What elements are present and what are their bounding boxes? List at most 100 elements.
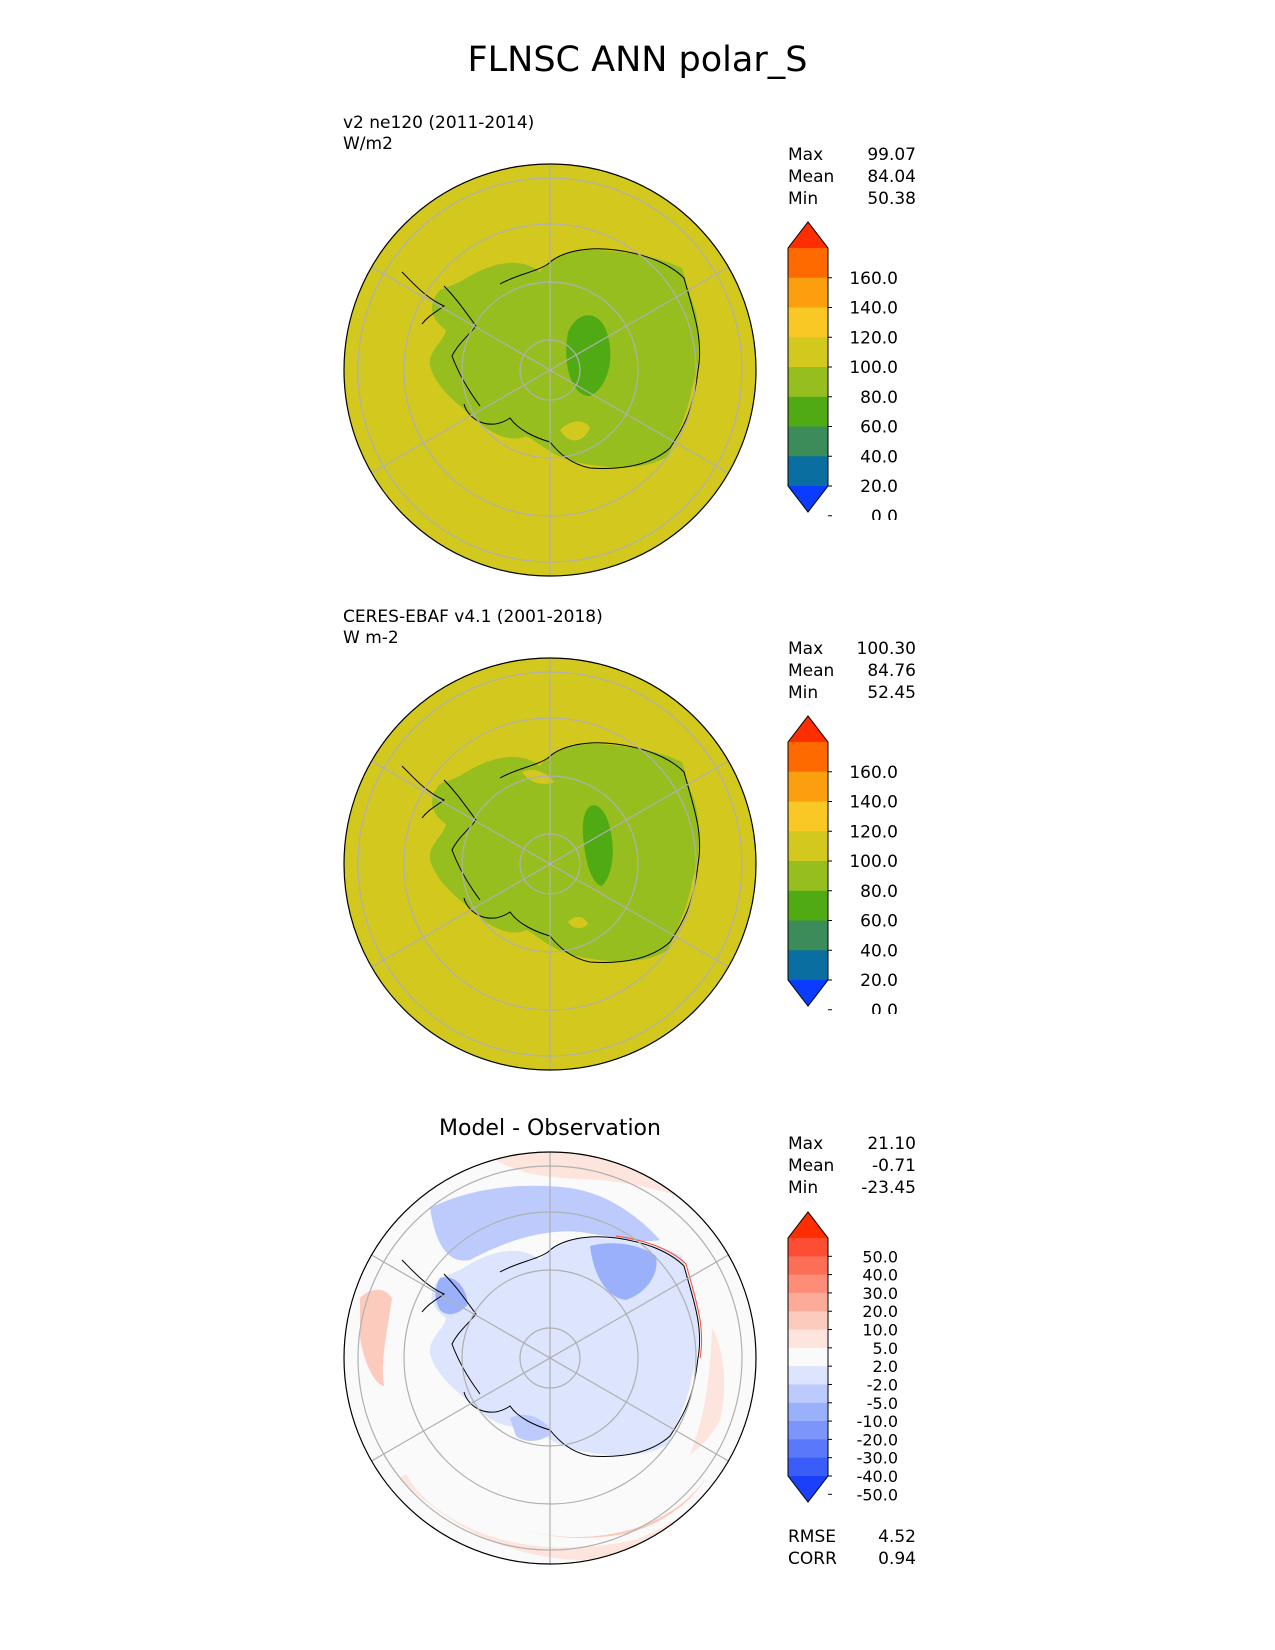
colorbar-tick-label: 60.0 xyxy=(860,912,898,932)
colorbar-tick-label: 80.0 xyxy=(860,882,898,902)
map-frame xyxy=(343,1151,757,1565)
colorbar-tick-label: -10.0 xyxy=(857,1412,898,1431)
panel-2-colorbar: 160.0 140.0 120.0 100.0 80.0 60.0 40.0 20.0 0.0 xyxy=(787,715,898,1014)
panel-1-label-line2: W/m2 xyxy=(343,134,393,154)
colorbar-tick-label: -20.0 xyxy=(857,1430,898,1449)
colorbar-tick-label: -40.0 xyxy=(857,1467,898,1486)
max-value: 21.10 xyxy=(867,1134,916,1154)
panel-2-label-line1: CERES-EBAF v4.1 (2001-2018) xyxy=(343,607,603,627)
positive-anomaly-east xyxy=(690,1328,725,1454)
colorbar-tick-label: 40.0 xyxy=(860,447,898,467)
min-label: Min xyxy=(788,683,819,703)
colorbar-tick-label: 0.0 xyxy=(871,507,898,520)
mean-label: Mean xyxy=(788,167,835,187)
colorbar-tick-label: 160.0 xyxy=(849,763,898,783)
negative-anomaly-patch xyxy=(590,1243,657,1300)
colorbar-segment xyxy=(788,1457,828,1477)
rmse-value: 4.52 xyxy=(878,1527,916,1547)
colorbar-tick-label: 160.0 xyxy=(849,269,898,289)
colorbar-extend-max xyxy=(788,222,828,248)
map-frame xyxy=(343,657,757,1071)
colorbar-segment xyxy=(788,831,828,862)
colorbar-tick-label: 80.0 xyxy=(860,388,898,408)
colorbar-segment xyxy=(788,1347,828,1367)
colorbar-tick-label: 5.0 xyxy=(873,1339,898,1358)
max-value: 99.07 xyxy=(867,145,916,165)
panel-3-polar-map xyxy=(343,1151,757,1565)
panel-1-polar-map xyxy=(343,163,757,577)
panel-3-title: Model - Observation xyxy=(439,1116,661,1141)
antarctica-outer xyxy=(429,249,700,468)
colorbar-extend-min xyxy=(788,980,828,1006)
colorbar-tick-label: 60.0 xyxy=(860,418,898,438)
mean-value: -0.71 xyxy=(872,1156,916,1176)
low-value-region xyxy=(566,315,611,396)
colorbar-segment xyxy=(788,456,828,487)
max-label: Max xyxy=(788,639,824,659)
colorbar-segment xyxy=(788,307,828,338)
colorbar-segment xyxy=(788,277,828,308)
positive-anomaly-band xyxy=(500,1478,706,1538)
colorbar-tick-label: 2.0 xyxy=(873,1357,898,1376)
min-value: -23.45 xyxy=(861,1178,916,1198)
mean-value: 84.04 xyxy=(867,167,916,187)
colorbar-segment xyxy=(788,920,828,951)
colorbar-segment xyxy=(788,1366,828,1385)
panel-2-label-line2: W m-2 xyxy=(343,628,399,648)
colorbar-extend-max xyxy=(788,1212,828,1238)
colorbar-tick-label: 50.0 xyxy=(862,1247,898,1266)
colorbar-tick-label: -30.0 xyxy=(857,1449,898,1468)
positive-anomaly-west xyxy=(360,1289,392,1386)
colorbar-segment xyxy=(788,890,828,921)
colorbar-extend-min xyxy=(788,486,828,512)
colorbar-tick-label: 20.0 xyxy=(862,1302,898,1321)
colorbar-tick-label: 140.0 xyxy=(849,299,898,319)
colorbar-segment xyxy=(788,801,828,832)
graticule xyxy=(357,164,743,576)
colorbar-tick-label: 120.0 xyxy=(849,822,898,842)
max-label: Max xyxy=(788,145,824,165)
coastline xyxy=(401,742,701,963)
colorbar-tick-label: 10.0 xyxy=(862,1321,898,1340)
coastline xyxy=(401,248,701,469)
negative-anomaly-ocean-north xyxy=(430,1185,660,1261)
colorbar-segment xyxy=(788,1421,828,1440)
colorbar-segment xyxy=(788,367,828,398)
panel-2-polar-map xyxy=(343,657,757,1071)
colorbar-tick-label: 100.0 xyxy=(849,358,898,378)
colorbar-segment xyxy=(788,1238,828,1257)
panel-1-label-line1: v2 ne120 (2011-2014) xyxy=(343,113,535,133)
colorbar-segment xyxy=(788,396,828,427)
mean-value: 84.76 xyxy=(867,661,916,681)
mean-label: Mean xyxy=(788,661,835,681)
negative-anomaly-patch xyxy=(510,1414,552,1441)
panel-1-stats: Max 99.07 Mean 84.04 Min 50.38 xyxy=(788,144,916,210)
colorbar-tick-label: -2.0 xyxy=(867,1375,898,1394)
colorbar-tick-label: -5.0 xyxy=(867,1394,898,1413)
colorbar-segment xyxy=(788,1311,828,1331)
map-frame xyxy=(343,163,757,577)
coastal-yellow-band xyxy=(568,916,588,929)
colorbar-tick-label: 40.0 xyxy=(862,1266,898,1285)
colorbar-tick-label: 20.0 xyxy=(860,477,898,497)
colorbar-segment xyxy=(788,1439,828,1459)
graticule xyxy=(357,658,743,1070)
colorbar-segment xyxy=(788,1402,828,1422)
colorbar-extend-min xyxy=(788,1476,828,1502)
rmse-label: RMSE xyxy=(788,1527,837,1547)
colorbar-tick-label: -50.0 xyxy=(857,1485,898,1504)
colorbar-segment xyxy=(788,1256,828,1276)
colorbar-tick-label: 40.0 xyxy=(860,941,898,961)
min-label: Min xyxy=(788,1178,819,1198)
colorbar-segment xyxy=(788,742,828,773)
low-value-region xyxy=(582,805,613,886)
colorbar-segment xyxy=(788,1384,828,1404)
max-value: 100.30 xyxy=(856,639,916,659)
colorbar-segment xyxy=(788,1329,828,1349)
colorbar-segment xyxy=(788,1274,828,1294)
coastal-positive-edge xyxy=(615,1235,703,1359)
colorbar-segment xyxy=(788,771,828,802)
coastline xyxy=(401,1236,701,1457)
min-label: Min xyxy=(788,189,819,209)
colorbar-segment xyxy=(788,861,828,892)
